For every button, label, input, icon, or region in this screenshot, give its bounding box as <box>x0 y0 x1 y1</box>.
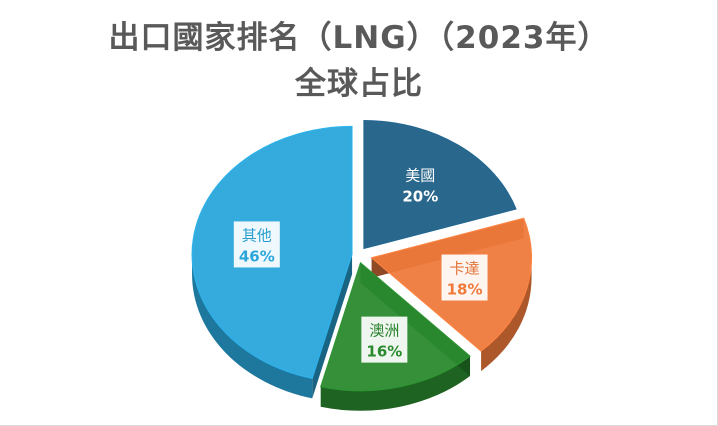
slice-percent-label-3: 46% <box>239 247 275 265</box>
slice-name-label-0: 美國 <box>405 166 435 184</box>
chart-title: 出口國家排名（LNG）（2023年） <box>108 20 610 56</box>
slice-percent-label-0: 20% <box>402 187 438 205</box>
slice-name-label-1: 卡達 <box>450 260 480 278</box>
pie-side-2 <box>320 356 471 411</box>
pie-side-3 <box>192 254 313 399</box>
pie-labels: 美國 20% 卡達 18% 澳洲 16% 其他 46% <box>233 166 488 363</box>
pie-side-1 <box>481 257 532 372</box>
label-box-3 <box>233 221 280 268</box>
label-box-2 <box>361 316 408 363</box>
label-box-1 <box>441 254 488 301</box>
slice-percent-label-2: 16% <box>366 343 402 361</box>
chart-subtitle: 全球占比 <box>295 66 423 102</box>
slice-percent-label-1: 18% <box>447 281 483 299</box>
slice-name-label-2: 澳洲 <box>369 322 399 340</box>
pie-slice-0 <box>363 120 517 250</box>
slice-name-label-3: 其他 <box>242 226 272 244</box>
pie-cut-3 <box>312 254 353 399</box>
